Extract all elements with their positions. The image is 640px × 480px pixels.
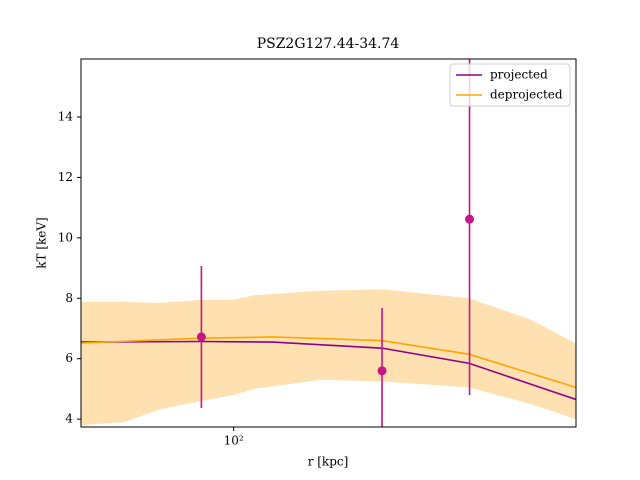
y-tick-label: 8: [65, 291, 73, 305]
data-point: [465, 214, 475, 224]
series-line: [81, 336, 576, 389]
y-tick-label: 4: [65, 412, 73, 426]
y-tick-label: 14: [58, 110, 74, 124]
y-axis-label: kT [keV]: [35, 217, 49, 269]
series-line: [81, 340, 576, 401]
y-tick-label: 12: [58, 170, 73, 184]
data-point: [196, 332, 206, 342]
x-tick-label: 10²: [224, 434, 244, 448]
legend-label: projected: [490, 68, 548, 82]
x-axis-label: r [kpc]: [308, 455, 349, 469]
axes-frame: [80, 58, 577, 428]
y-tick-label: 10: [58, 230, 73, 244]
chart-title: PSZ2G127.44-34.74: [257, 36, 400, 52]
legend-label: deprojected: [490, 88, 563, 102]
data-point: [377, 366, 387, 376]
confidence-band: [81, 289, 576, 426]
y-tick-label: 6: [65, 351, 73, 365]
plot-area: [81, 59, 576, 427]
